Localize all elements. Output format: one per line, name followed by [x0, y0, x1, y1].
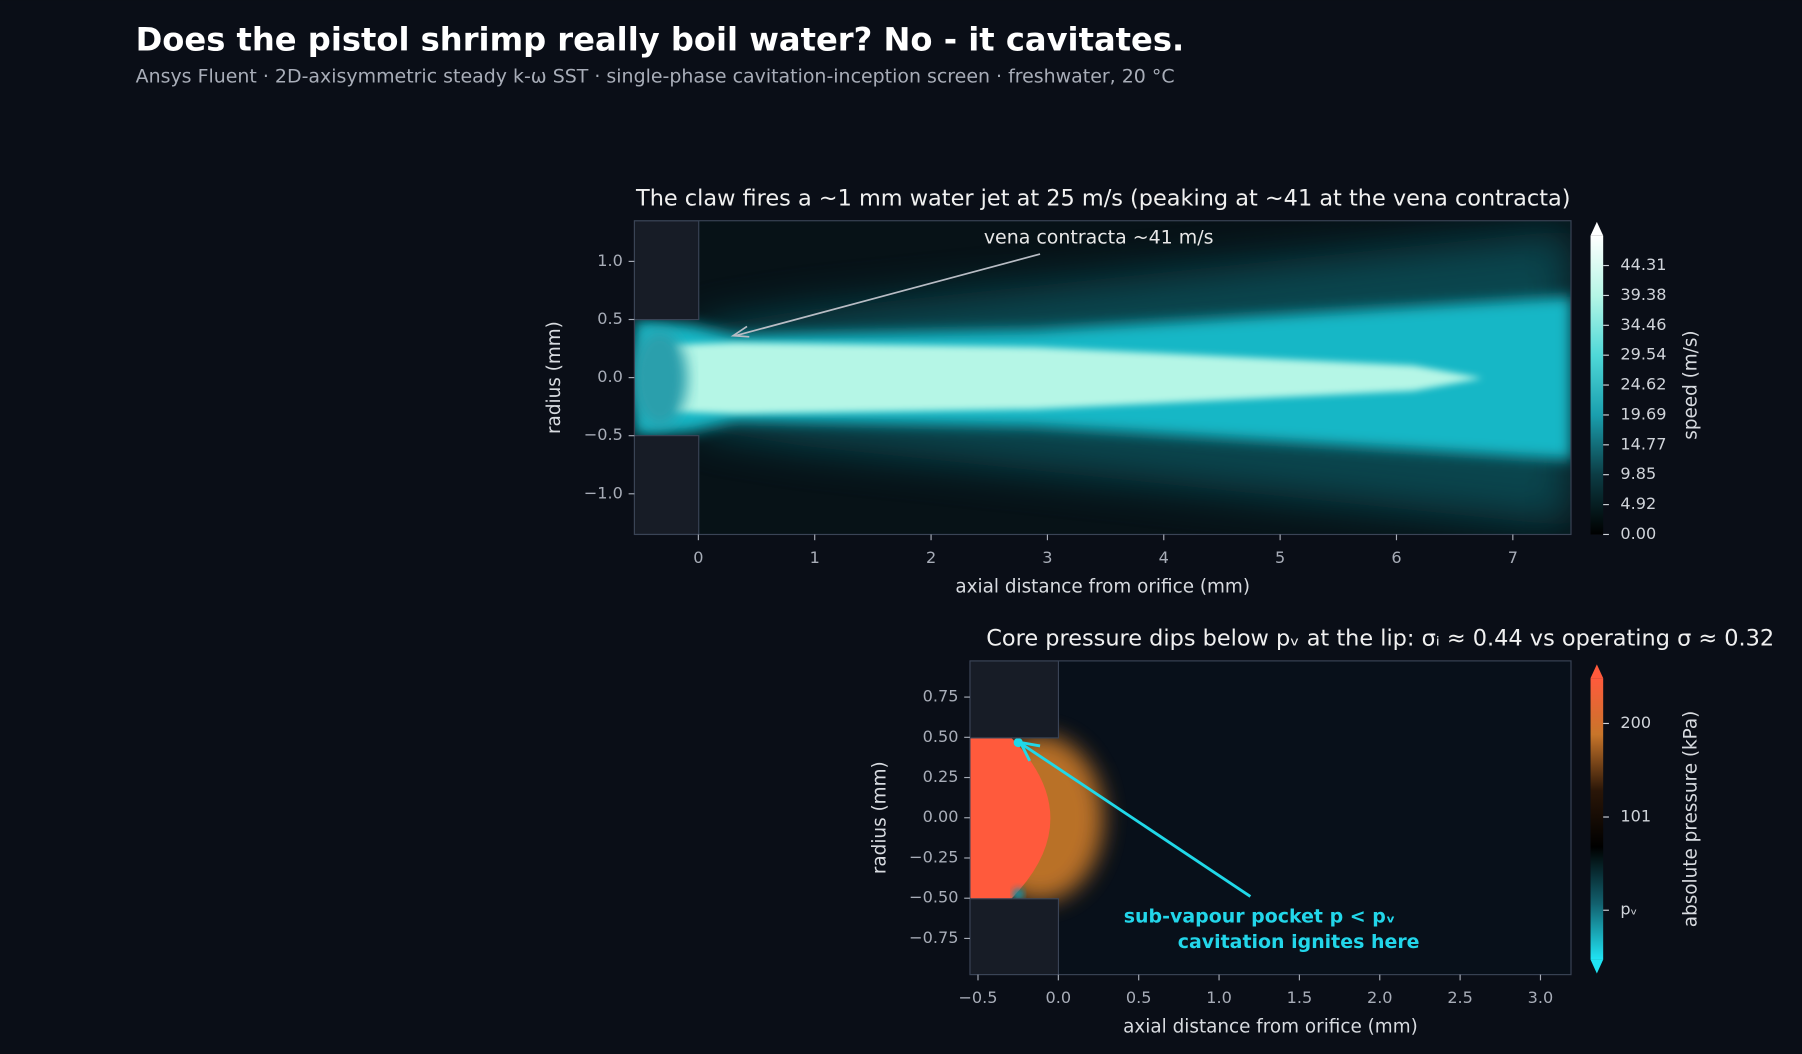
colorbar-tick-label: 200: [1620, 713, 1651, 732]
annotation: cavitation ignites here: [1178, 931, 1420, 953]
annotation-arrow: [1022, 743, 1252, 898]
colorbar-extend: [1590, 664, 1604, 679]
arrow-head: [730, 325, 750, 338]
colorbar-tick-label: pᵥ: [1620, 900, 1637, 919]
y-tick-label: 0.0: [597, 367, 623, 386]
velocity-field: [634, 220, 1572, 535]
y-tick-label: −0.75: [909, 928, 958, 947]
x-tick-label: 5: [1275, 548, 1285, 567]
x-tick-label: 0: [693, 548, 703, 567]
x-tick-label: 1: [810, 548, 820, 567]
colorbar-tick-label: 0.00: [1620, 524, 1656, 543]
y-axis-label: radius (mm): [869, 761, 890, 874]
chart-title: The claw fires a ~1 mm water jet at 25 m…: [635, 185, 1570, 211]
colorbar-tick-label: 9.85: [1620, 464, 1656, 483]
y-tick-label: −0.25: [909, 847, 958, 866]
y-tick-label: 0.00: [923, 807, 959, 826]
colorbar-tick-label: 4.92: [1620, 494, 1656, 513]
x-tick-label: 2: [926, 548, 936, 567]
x-tick-label: 1.5: [1287, 988, 1313, 1007]
annotation-arrow: [735, 253, 1041, 337]
colorbar-extend: [1590, 221, 1604, 236]
y-tick-label: −0.5: [584, 425, 623, 444]
colorbar-tick-label: 14.77: [1620, 434, 1666, 453]
x-axis-label: axial distance from orifice (mm): [1123, 1016, 1418, 1037]
y-tick-label: 0.50: [923, 727, 959, 746]
y-tick-label: 0.75: [923, 687, 959, 706]
colorbar-tick-label: 44.31: [1620, 255, 1666, 274]
y-tick-label: −1.0: [584, 483, 623, 502]
y-tick-label: 0.5: [597, 309, 623, 328]
annotation: vena contracta ~41 m/s: [984, 226, 1214, 248]
x-tick-label: 7: [1508, 548, 1518, 567]
colorbar-label: absolute pressure (kPa): [1681, 711, 1702, 928]
colorbar-label: speed (m/s): [1681, 330, 1702, 439]
colorbar-tick-label: 39.38: [1620, 285, 1666, 304]
colorbar-tick-label: 101: [1620, 807, 1651, 826]
x-tick-label: 2.5: [1447, 988, 1473, 1007]
colorbar-extend: [1590, 959, 1604, 974]
figure-title: Does the pistol shrimp really boil water…: [136, 20, 1185, 58]
x-tick-label: 4: [1159, 548, 1169, 567]
y-tick-label: 1.0: [597, 251, 623, 270]
y-tick-label: 0.25: [923, 767, 959, 786]
y-axis-label: radius (mm): [544, 321, 565, 434]
x-tick-label: 0.0: [1046, 988, 1072, 1007]
x-axis-label: axial distance from orifice (mm): [955, 576, 1250, 597]
x-tick-label: −0.5: [958, 988, 997, 1007]
colorbar-tick-label: 29.54: [1620, 345, 1666, 364]
colorbar: [1590, 235, 1604, 535]
y-tick-label: −0.50: [909, 888, 958, 907]
annotation: sub-vapour pocket p < pᵥ: [1124, 906, 1396, 928]
chart-title: Core pressure dips below pᵥ at the lip: …: [986, 626, 1774, 652]
x-tick-label: 3.0: [1528, 988, 1554, 1007]
colorbar-tick-label: 34.46: [1620, 315, 1666, 334]
colorbar-tick-label: 24.62: [1620, 375, 1666, 394]
x-tick-label: 6: [1391, 548, 1401, 567]
arrow-head: [1017, 740, 1041, 762]
x-tick-label: 1.0: [1206, 988, 1232, 1007]
figure-subtitle: Ansys Fluent · 2D-axisymmetric steady k-…: [136, 66, 1175, 88]
colorbar: [1590, 678, 1604, 960]
x-tick-label: 2.0: [1367, 988, 1393, 1007]
x-tick-label: 3: [1042, 548, 1052, 567]
x-tick-label: 0.5: [1126, 988, 1152, 1007]
colorbar-tick-label: 19.69: [1620, 404, 1666, 423]
